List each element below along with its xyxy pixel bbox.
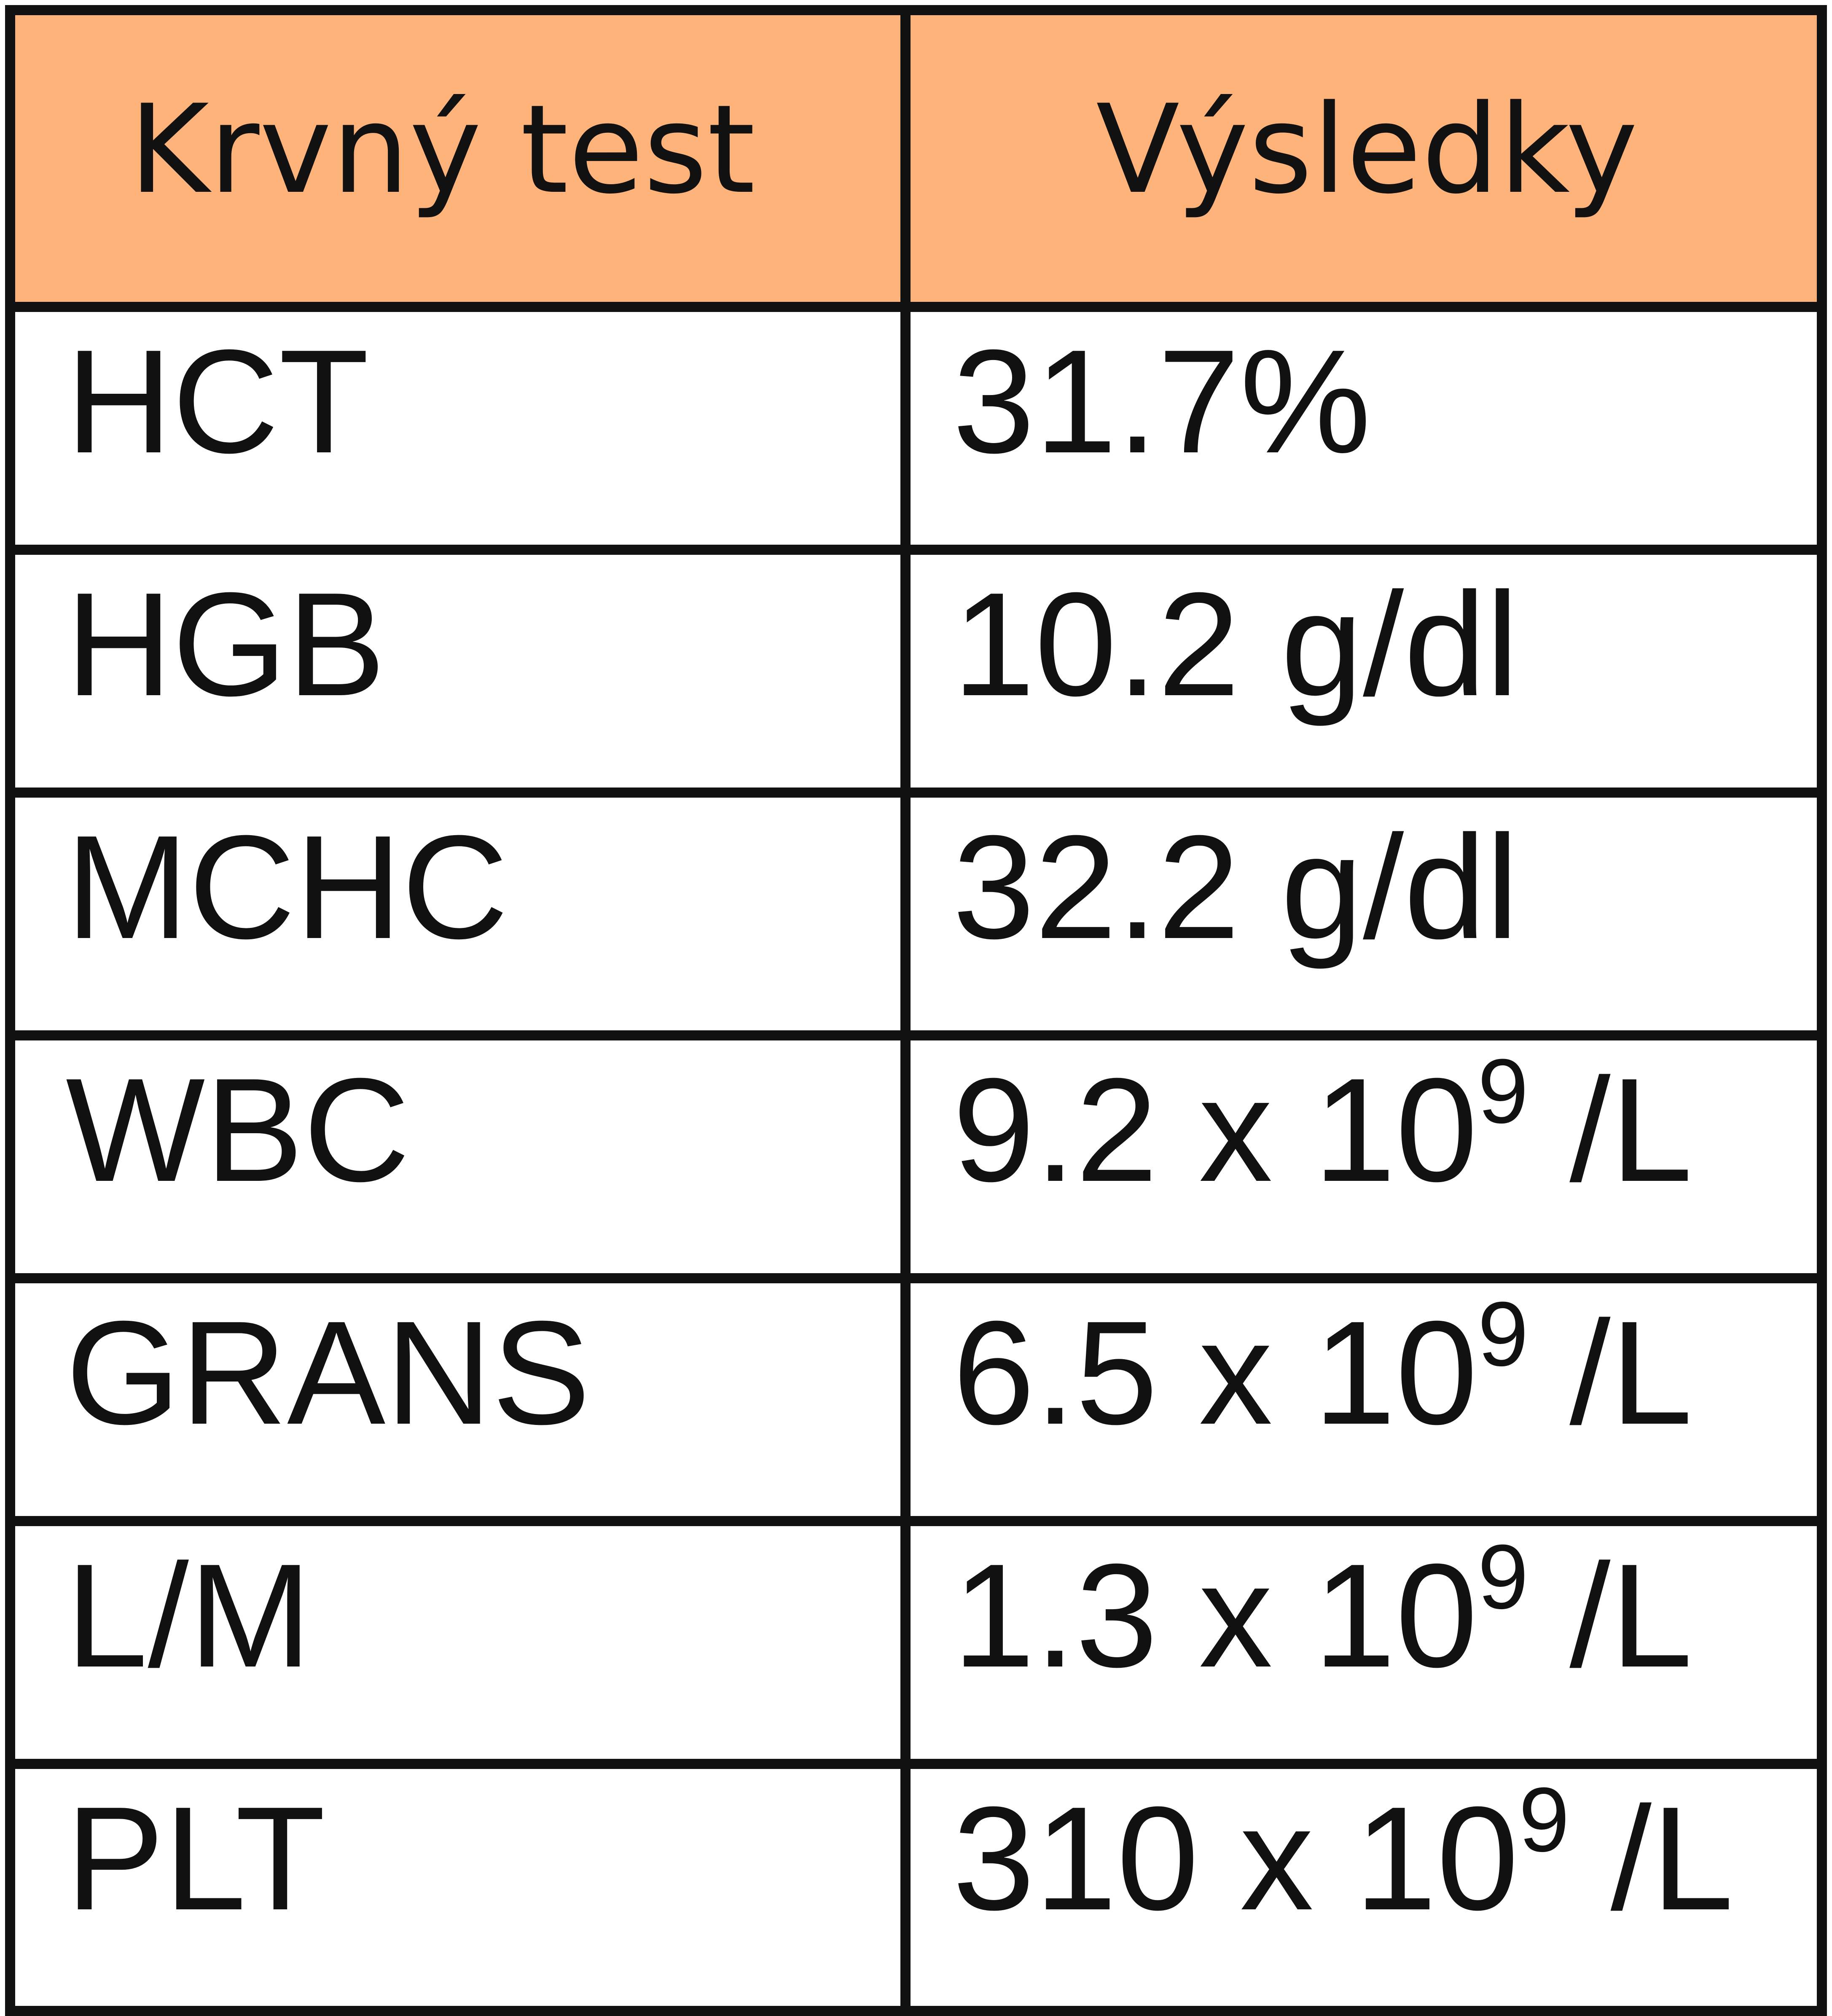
header-row: Krvný test Výsledky <box>5 5 1827 312</box>
result: 32.2 g/dl <box>911 798 1817 961</box>
test-cell: MCHC <box>5 788 911 1040</box>
result-text: 9.2 x 10 <box>953 1048 1478 1212</box>
result: 9.2 x 109 /L <box>911 1040 1817 1204</box>
table-body: HCT 31.7% HGB 10.2 g/dl MCHC 32.2 g/dl WBC 9.2 … <box>5 302 1827 2016</box>
result-cell: 10.2 g/dl <box>900 545 1827 798</box>
result-text: /L <box>1528 1533 1693 1698</box>
table-row: L/M 1.3 x 109 /L <box>5 1516 1827 1769</box>
result-text: /L <box>1528 1290 1693 1455</box>
test-cell: GRANS <box>5 1273 911 1526</box>
header-cell: Výsledky <box>900 5 1827 312</box>
table-row: MCHC 32.2 g/dl <box>5 788 1827 1040</box>
result-text: 10.2 g/dl <box>953 562 1519 727</box>
result: 10.2 g/dl <box>911 555 1817 718</box>
exponent: 9 <box>1518 1768 1570 1871</box>
results-table: Krvný test Výsledky HCT 31.7% HGB 10.2 g/dl… <box>5 5 1827 2016</box>
table-row: HGB 10.2 g/dl <box>5 545 1827 798</box>
result-cell: 9.2 x 109 /L <box>900 1030 1827 1283</box>
result-text: /L <box>1569 1776 1734 1941</box>
table-row: WBC 9.2 x 109 /L <box>5 1030 1827 1283</box>
test-name: HCT <box>66 319 369 484</box>
result: 31.7% <box>911 312 1817 476</box>
result-cell: 31.7% <box>900 302 1827 555</box>
test-name: WBC <box>66 1048 410 1212</box>
result-text: 6.5 x 10 <box>953 1290 1478 1455</box>
test-name: HGB <box>66 562 386 727</box>
result-cell: 1.3 x 109 /L <box>900 1516 1827 1769</box>
test-cell: L/M <box>5 1516 911 1769</box>
table-row: HCT 31.7% <box>5 302 1827 555</box>
result-text: 31.7% <box>953 319 1371 484</box>
header-cell: Krvný test <box>5 5 911 312</box>
test-cell: HGB <box>5 545 911 798</box>
result-text: 32.2 g/dl <box>953 805 1519 970</box>
test-cell: PLT <box>5 1759 911 2016</box>
table-row: PLT 310 x 109 /L <box>5 1759 1827 2016</box>
exponent: 9 <box>1477 1282 1529 1385</box>
result: 310 x 109 /L <box>911 1769 1817 1933</box>
test-name: L/M <box>66 1533 312 1698</box>
result-text: 1.3 x 10 <box>953 1533 1478 1698</box>
result-cell: 32.2 g/dl <box>900 788 1827 1040</box>
exponent: 9 <box>1477 1040 1529 1142</box>
header-text: Krvný test <box>129 79 755 221</box>
test-name: GRANS <box>66 1290 591 1455</box>
result-text: /L <box>1528 1048 1693 1212</box>
result-cell: 6.5 x 109 /L <box>900 1273 1827 1526</box>
result-cell: 310 x 109 /L <box>900 1759 1827 2016</box>
table-row: GRANS 6.5 x 109 /L <box>5 1273 1827 1526</box>
result: 1.3 x 109 /L <box>911 1526 1817 1690</box>
result: 6.5 x 109 /L <box>911 1283 1817 1447</box>
test-name: MCHC <box>66 805 508 970</box>
exponent: 9 <box>1477 1525 1529 1628</box>
result-text: 310 x 10 <box>953 1776 1519 1941</box>
header-text: Výsledky <box>1096 79 1638 221</box>
test-cell: WBC <box>5 1030 911 1283</box>
test-name: PLT <box>66 1776 325 1941</box>
test-cell: HCT <box>5 302 911 555</box>
